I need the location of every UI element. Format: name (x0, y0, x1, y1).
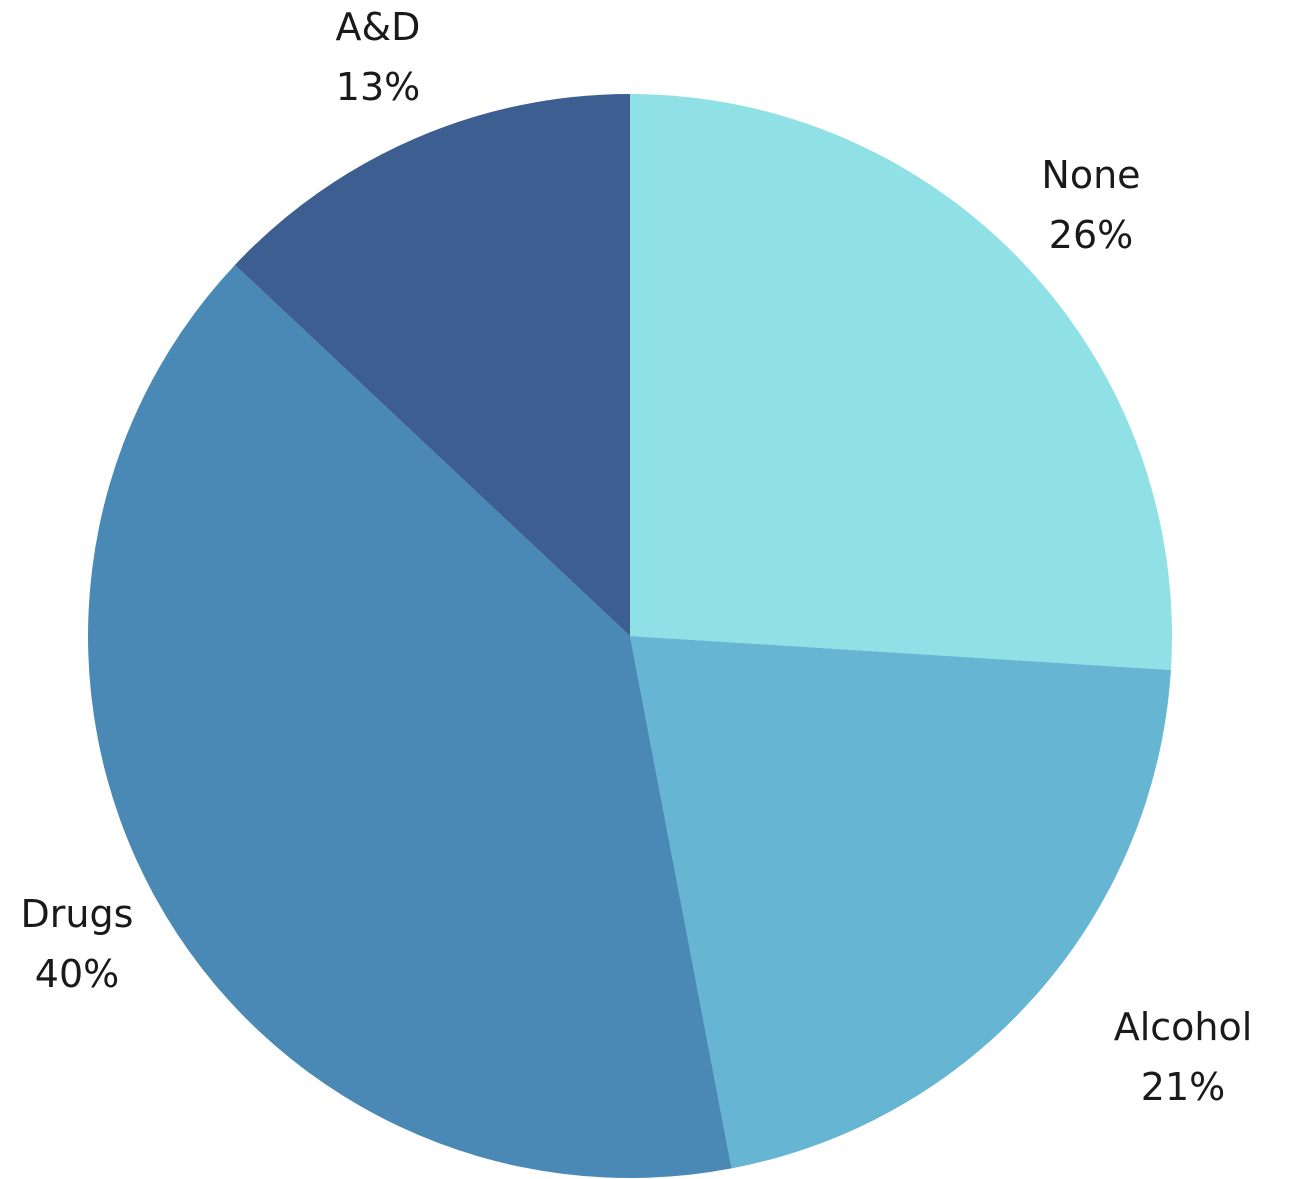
pie-slice-a-d (234, 94, 630, 636)
slice-percent-alcohol: 21% (1141, 1065, 1225, 1109)
slice-label-drugs: Drugs (21, 892, 134, 936)
slice-percent-a-and-d: 13% (336, 65, 420, 109)
slice-label-alcohol: Alcohol (1114, 1005, 1253, 1049)
pie-slice-drugs (88, 264, 732, 1178)
slice-percent-none: 26% (1049, 213, 1133, 257)
pie-slices (88, 94, 1172, 1178)
pie-slice-alcohol (630, 636, 1171, 1169)
slice-label-a-and-d: A&D (336, 5, 421, 49)
slice-label-none: None (1041, 153, 1140, 197)
pie-labels: None 26% Alcohol 21% Drugs 40% A&D 13% (21, 5, 1253, 1109)
pie-slice-none (630, 94, 1172, 671)
slice-percent-drugs: 40% (35, 952, 119, 996)
